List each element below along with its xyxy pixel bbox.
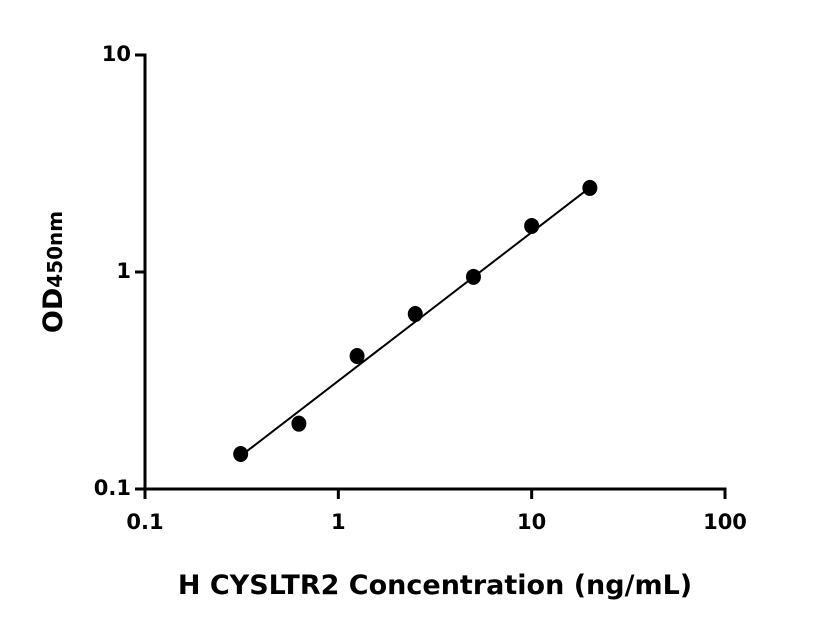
data-point bbox=[407, 306, 423, 323]
y-tick-label: 0.1 bbox=[94, 476, 131, 500]
data-point bbox=[291, 415, 307, 432]
y-tick-label: 10 bbox=[102, 42, 131, 66]
data-point bbox=[524, 217, 540, 234]
data-point bbox=[349, 348, 365, 365]
x-tick-label: 10 bbox=[517, 510, 546, 534]
data-point bbox=[233, 445, 249, 462]
y-axis-title-main: OD bbox=[38, 288, 69, 333]
y-axis-title: OD450nm bbox=[38, 211, 69, 333]
y-tick-label: 1 bbox=[116, 259, 131, 283]
x-tick-label: 0.1 bbox=[126, 510, 163, 534]
x-axis-title: H CYSLTR2 Concentration (ng/mL) bbox=[178, 570, 692, 601]
y-axis-title-sub: 450nm bbox=[43, 211, 67, 288]
data-point bbox=[465, 268, 481, 285]
data-point bbox=[582, 179, 598, 196]
x-tick-label: 100 bbox=[703, 510, 747, 534]
x-tick-label: 1 bbox=[331, 510, 346, 534]
